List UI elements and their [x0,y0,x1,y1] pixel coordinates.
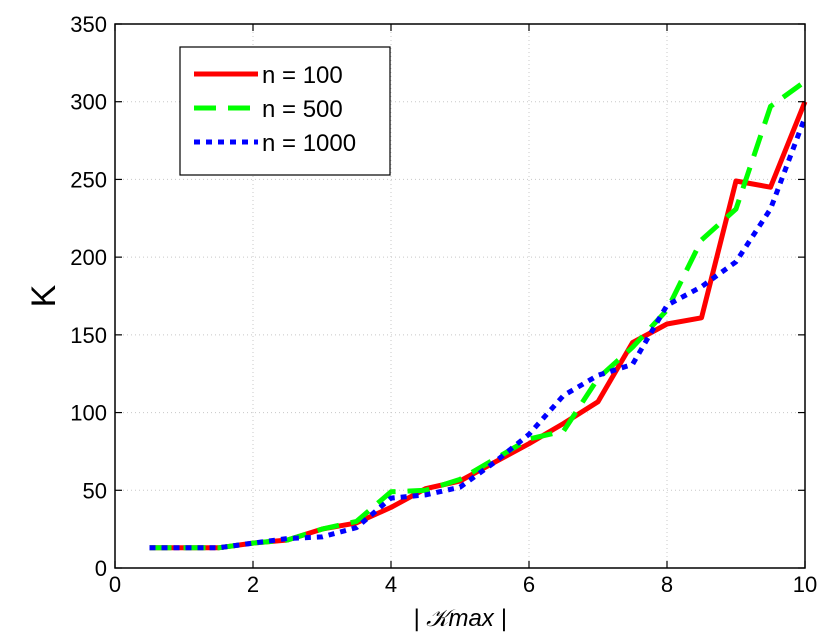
x-tick-label: 4 [385,572,397,597]
x-tick-label: 8 [661,572,673,597]
series-line-3 [149,116,808,551]
x-tick-label: 10 [793,572,817,597]
x-tick-label: 6 [523,572,535,597]
y-axis-title: K [25,284,63,307]
y-tick-label: 0 [95,556,107,581]
y-tick-label: 250 [70,167,107,192]
legend: n = 100 n = 500 n = 1000 [179,46,391,176]
x-tick-label: 0 [109,572,121,597]
grid [115,24,805,568]
legend-box [179,46,391,176]
y-tick-label: 300 [70,90,107,115]
y-tick-label: 150 [70,323,107,348]
y-tick-label: 350 [70,12,107,37]
legend-label-2: n = 500 [262,96,343,123]
x-axis-title: | 𝒦max | [413,605,506,632]
y-tick-label: 100 [70,401,107,426]
y-tick-label: 50 [83,478,107,503]
x-tick-label: 2 [247,572,259,597]
legend-label-1: n = 100 [262,62,343,89]
legend-label-3: n = 1000 [262,130,356,157]
y-tick-label: 200 [70,245,107,270]
series-lines [149,79,808,551]
plot-area-frame [114,23,806,569]
